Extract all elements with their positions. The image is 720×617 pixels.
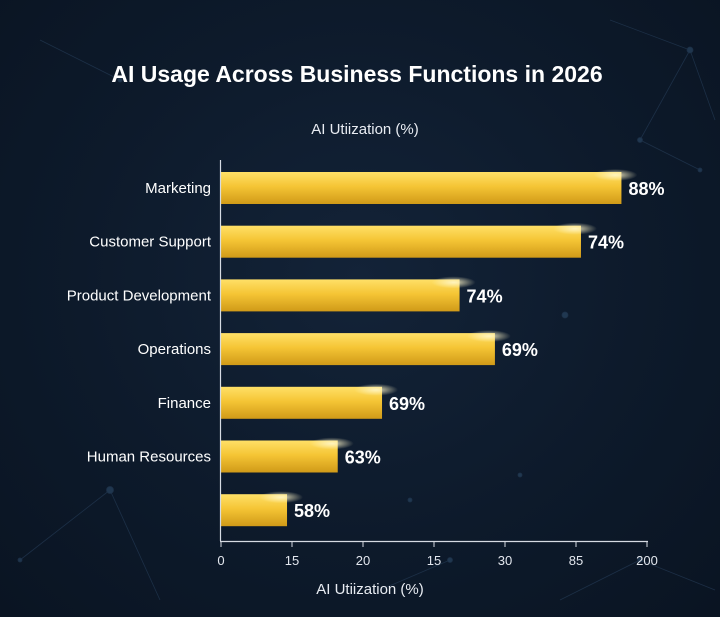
bar-highlight-5 (354, 383, 399, 396)
x-tick-label-5: 30 (498, 553, 512, 568)
category-label-3: Product Development (67, 287, 212, 304)
category-label-2: Customer Support (89, 234, 212, 251)
x-tick-label-1: 0 (217, 553, 224, 568)
value-labels: 88% 74% 74% 69% 69% 63% 58% (294, 179, 664, 521)
x-tick-label-2: 15 (285, 553, 299, 568)
value-label-5: 69% (389, 394, 425, 414)
bar-highlight-4 (466, 330, 511, 343)
category-label-6: Human Resources (87, 449, 211, 466)
category-label-4: Operations (138, 341, 211, 358)
value-label-3: 74% (467, 286, 503, 306)
bar-3 (221, 279, 460, 312)
bar-4 (221, 333, 495, 366)
chart-title: AI Usage Across Business Functions in 20… (111, 61, 602, 87)
bar-5 (221, 386, 383, 419)
x-tick-label-3: 20 (356, 553, 370, 568)
network-background (17, 19, 716, 601)
value-label-6: 63% (345, 448, 381, 468)
bar-highlight-6 (309, 437, 354, 450)
bar-1 (221, 172, 622, 204)
x-axis-label: AI Utiization (%) (316, 581, 424, 598)
value-label-2: 74% (588, 233, 624, 253)
value-label-4: 69% (502, 340, 538, 360)
x-tick-label-7: 200 (636, 553, 658, 568)
x-tick-label-6: 85 (569, 553, 583, 568)
x-axis-ticks: 0 15 20 15 30 85 200 (217, 541, 658, 568)
bars-group (221, 169, 638, 527)
category-label-1: Marketing (145, 180, 211, 197)
x-tick-label-4: 15 (427, 553, 441, 568)
category-label-5: Finance (158, 395, 211, 412)
bar-highlight-2 (552, 222, 597, 235)
category-labels: Marketing Customer Support Product Develop… (67, 180, 212, 466)
bar-highlight-1 (593, 169, 638, 181)
value-label-7: 58% (294, 501, 330, 521)
bar-highlight-7 (259, 491, 304, 504)
chart-subtitle: AI Utiization (%) (311, 121, 419, 138)
value-label-1: 88% (628, 179, 664, 199)
bar-highlight-3 (431, 276, 476, 289)
bar-2 (221, 225, 581, 258)
